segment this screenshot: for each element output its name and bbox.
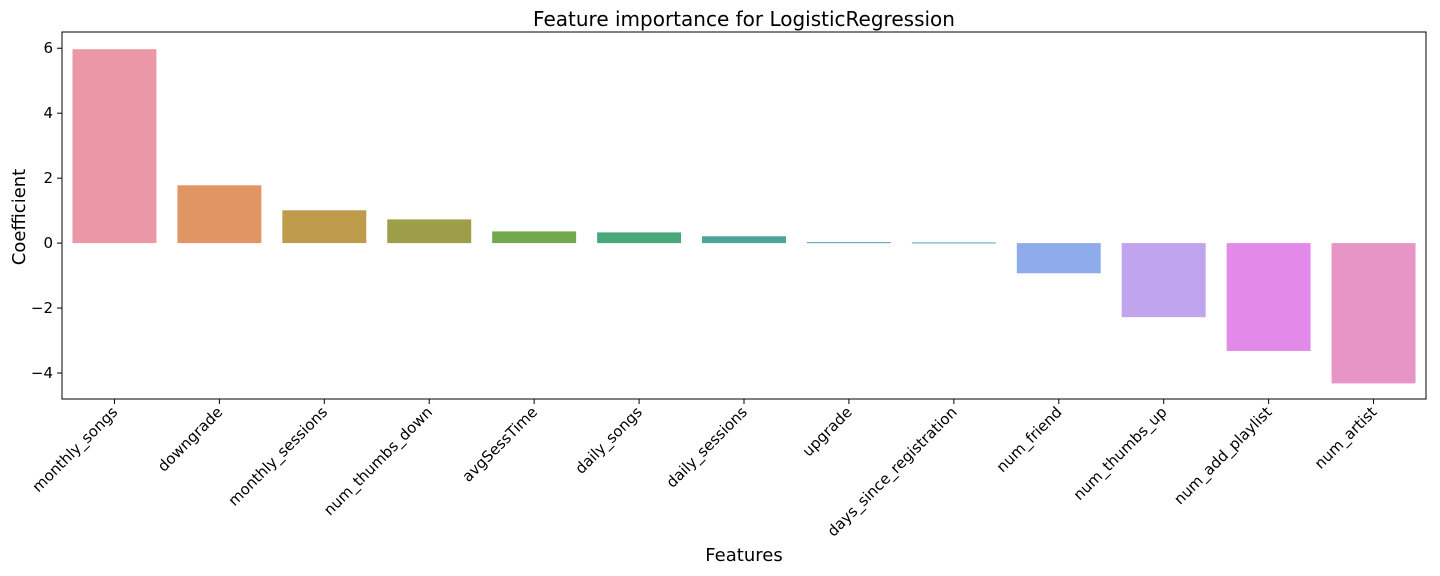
- y-tick-label: −2: [31, 299, 53, 317]
- bar-days_since_registration: [911, 242, 996, 244]
- bar-monthly_songs: [72, 49, 157, 244]
- bar-daily_sessions: [702, 236, 786, 244]
- y-tick-label: −4: [31, 364, 53, 382]
- x-tick-label: num_artist: [1311, 403, 1381, 473]
- x-axis-ticks: monthly_songs downgrademonthly_sessionsnu…: [29, 399, 1381, 541]
- bar-num_thumbs_down: [387, 219, 472, 244]
- y-axis-label: Coefficient: [9, 169, 30, 266]
- chart-title: Feature importance for LogisticRegressio…: [533, 7, 955, 31]
- bar-num_thumbs_up: [1121, 243, 1206, 318]
- bar-upgrade: [806, 242, 891, 244]
- y-tick-label: 0: [43, 234, 53, 252]
- x-tick-label: upgrade: [799, 403, 856, 460]
- y-tick-label: 6: [43, 39, 53, 57]
- y-tick-label: 4: [43, 104, 53, 122]
- x-tick-label: num_add_playlist: [1170, 403, 1276, 509]
- bar-monthly_sessions: [282, 210, 367, 244]
- x-tick-label: monthly_sessions: [225, 403, 332, 510]
- x-tick-label: daily_sessions: [663, 403, 752, 492]
- bar-avgSessTime: [492, 231, 577, 244]
- y-axis-ticks: −4 −2 0 2 4 6: [31, 39, 62, 382]
- bar-num_artist: [1331, 243, 1416, 384]
- bar-num_friend: [1016, 243, 1101, 274]
- x-tick-label: avgSessTime: [458, 403, 541, 486]
- x-tick-label: num_thumbs_up: [1070, 403, 1171, 504]
- bar-num_add_playlist: [1226, 243, 1311, 351]
- bar-downgrade: [177, 185, 262, 244]
- y-tick-label: 2: [43, 169, 53, 187]
- bars-group: [72, 49, 1416, 384]
- plot-frame: [61, 31, 1427, 400]
- x-tick-label: num_thumbs_down: [320, 403, 437, 520]
- x-tick-label: downgrade: [154, 403, 226, 475]
- x-tick-label: monthly_songs: [29, 403, 123, 497]
- x-tick-label: daily_songs: [571, 403, 646, 478]
- x-axis-label: Features: [705, 545, 782, 566]
- x-tick-label: num_friend: [993, 403, 1067, 477]
- bar-daily_songs: [597, 232, 682, 244]
